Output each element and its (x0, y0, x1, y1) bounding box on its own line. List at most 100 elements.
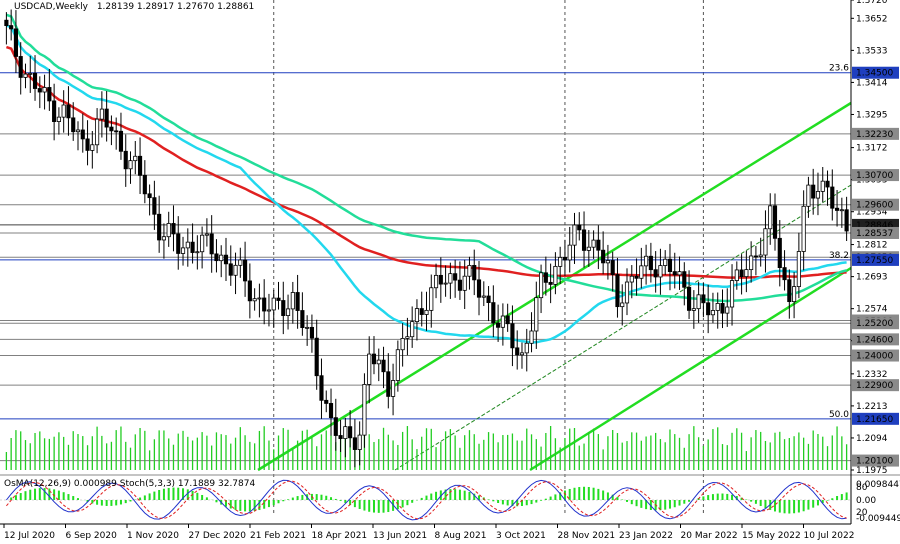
osma-bar-161 (774, 500, 777, 512)
candle-body-101 (486, 295, 491, 303)
candle-body-152 (729, 280, 735, 308)
candle-98 (472, 249, 477, 296)
candle-5 (28, 55, 33, 93)
candle-21 (104, 91, 109, 142)
osma-bar-59 (287, 499, 290, 500)
osma-bar-26 (129, 500, 132, 502)
osma-bar-12 (62, 492, 65, 500)
candle-body-120 (577, 224, 582, 231)
candle-67 (324, 390, 329, 413)
candle-126 (605, 244, 610, 280)
candle-25 (123, 134, 128, 187)
candle-75 (362, 373, 367, 448)
candle-body-131 (629, 275, 634, 283)
candle-body-157 (753, 255, 758, 258)
candle-body-174 (834, 207, 840, 211)
osma-bar-23 (115, 500, 118, 506)
candle-13 (66, 86, 71, 136)
osma-bar-79 (382, 500, 385, 513)
price-tag-bg-10 (852, 333, 899, 346)
candle-body-104 (500, 315, 505, 328)
candle-body-176 (844, 209, 849, 232)
candle-70 (338, 419, 343, 452)
candle-body-43 (209, 233, 214, 255)
osma-bar-34 (167, 487, 170, 500)
candle-51 (247, 263, 252, 319)
candle-54 (262, 279, 267, 325)
time-tick-label-1: 6 Sep 2020 (66, 531, 118, 541)
osma-bar-58 (282, 500, 285, 502)
candle-33 (161, 223, 167, 259)
osma-bar-10 (53, 489, 56, 500)
candle-body-170 (815, 191, 821, 199)
price-tag-7: 1.27550 (856, 256, 893, 266)
candle-body-175 (839, 209, 844, 212)
candle-76 (367, 336, 372, 404)
candle-body-77 (371, 353, 377, 365)
osma-bar-53 (258, 500, 261, 511)
osma-bar-75 (363, 500, 366, 511)
candle-143 (686, 270, 692, 319)
candle-body-142 (682, 271, 687, 288)
candle-106 (510, 305, 515, 367)
candle-body-139 (667, 258, 673, 273)
candle-body-162 (777, 237, 782, 268)
candle-50 (243, 241, 248, 297)
candle-body-161 (772, 205, 778, 239)
candle-body-55 (266, 309, 272, 312)
osma-bar-31 (153, 491, 156, 500)
price-tag-2: 1.30700 (856, 171, 893, 181)
candle-body-37 (180, 247, 186, 254)
candle-body-160 (768, 205, 773, 230)
candle-159 (763, 210, 768, 273)
osma-bar-37 (182, 488, 185, 500)
osma-bar-170 (816, 500, 819, 506)
candle-body-26 (128, 160, 133, 170)
candle-57 (276, 281, 281, 310)
price-tag-12: 1.22900 (856, 381, 893, 391)
candle-162 (777, 220, 782, 287)
candle-114 (548, 263, 553, 304)
candle-3 (18, 42, 23, 95)
candle-96 (462, 259, 467, 310)
osma-bar-153 (735, 496, 738, 500)
candle-body-44 (214, 253, 219, 262)
candle-16 (80, 113, 85, 153)
candle-37 (180, 236, 186, 266)
candle-46 (223, 237, 229, 282)
osma-bar-115 (554, 494, 557, 500)
candle-body-74 (357, 434, 362, 450)
price-tag-bg-3 (852, 198, 899, 211)
candle-body-0 (4, 19, 9, 26)
candle-body-72 (348, 426, 353, 439)
osma-bar-5 (29, 489, 32, 500)
osma-bar-91 (439, 490, 442, 500)
candle-60 (290, 281, 295, 324)
osma-bar-126 (606, 492, 609, 500)
candle-body-147 (706, 302, 711, 316)
candle-15 (75, 121, 81, 151)
levels-layer: 23.6 38.2 50.0 (0, 64, 851, 462)
candle-74 (357, 421, 362, 466)
osma-bar-98 (473, 493, 476, 500)
osma-bar-113 (544, 498, 547, 500)
candle-30 (147, 184, 152, 216)
candle-99 (476, 261, 482, 316)
candle-body-30 (147, 193, 152, 199)
candle-123 (591, 230, 596, 259)
candle-141 (677, 256, 682, 290)
osma-bar-50 (244, 500, 247, 512)
osma-bar-33 (162, 488, 165, 500)
osma-bar-36 (177, 487, 180, 500)
candle-body-121 (581, 229, 587, 251)
osma-bar-70 (339, 500, 342, 501)
osma-bar-130 (626, 500, 629, 502)
candle-body-39 (190, 241, 195, 253)
price-tick-label-1: 1.3652 (856, 14, 888, 24)
candle-65 (314, 319, 319, 390)
candle-154 (739, 254, 744, 295)
candle-144 (691, 290, 696, 329)
osma-bar-122 (587, 486, 590, 500)
candle-164 (787, 269, 792, 319)
